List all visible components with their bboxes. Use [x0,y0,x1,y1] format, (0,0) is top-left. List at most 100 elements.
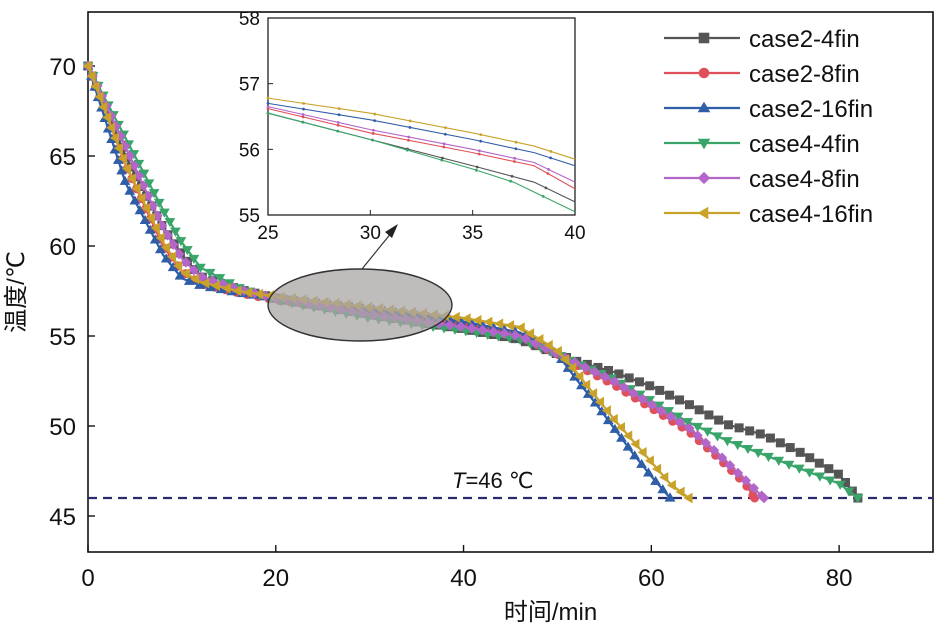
data-point [740,475,752,486]
inset-series-case2-8fin [266,107,576,190]
data-point [704,410,714,420]
data-point [614,369,624,379]
data-point [755,429,765,439]
legend-marker [697,101,711,113]
data-point [702,427,713,437]
data-point [161,242,171,253]
inset-data-point [408,119,412,123]
reference-line-value: =46 ℃ [465,468,533,493]
inset-data-point [443,132,447,136]
data-point [716,452,728,463]
legend-label: case4-4fin [749,131,860,158]
data-point [154,244,166,254]
data-point [121,163,132,175]
data-point [86,70,96,82]
inset-data-point [477,152,481,156]
data-point [624,373,634,383]
inset-data-point [509,179,512,183]
inset-data-point [301,120,305,124]
data-point [734,423,744,433]
data-point [824,476,836,486]
data-point [765,433,775,443]
data-point [724,420,734,430]
data-point [675,486,685,498]
data-point [601,405,611,416]
inset-y-tick-label: 55 [239,206,260,227]
x-tick-label: 80 [826,565,853,592]
legend-item-case4-8fin: case4-8fin [664,166,860,193]
data-point [814,472,826,482]
data-point [159,208,170,218]
data-point [644,455,654,467]
data-point [675,395,685,405]
data-point [745,426,755,436]
inset-data-point [478,149,481,153]
data-point [126,173,136,184]
data-point [117,153,127,164]
data-point [534,334,544,345]
data-point [175,237,187,247]
data-point [692,422,703,433]
data-point [665,411,676,422]
data-point [581,379,591,391]
legend-item-case4-16fin: case4-16fin [664,201,873,228]
data-point [525,328,535,339]
inset-data-point [337,113,341,117]
data-point [450,311,460,323]
y-tick-label: 70 [49,54,76,81]
inset-series-case4-4fin [266,111,576,213]
data-point [622,441,634,451]
legend-label: case4-16fin [749,201,873,228]
data-point [174,270,186,280]
data-point [180,257,192,268]
data-point [243,287,253,298]
legend-marker [698,32,710,44]
data-point [214,274,226,284]
data-point [173,260,183,272]
data-point [82,60,92,72]
data-point [634,377,644,387]
data-point [659,471,669,483]
data-point [129,160,140,172]
legend-label: case4-8fin [749,166,860,193]
data-point [722,437,733,447]
inset-data-point [336,123,340,127]
inset-series-line [267,97,576,160]
data-point [560,354,570,365]
inset-x-tick-label: 25 [257,223,278,244]
data-point [105,122,116,134]
legend-marker [697,171,711,185]
data-point [609,376,620,387]
zoom-region-highlight [267,268,453,342]
data-point [623,430,633,442]
data-point [153,198,165,208]
data-point [116,165,127,175]
data-point [714,415,724,425]
legend-marker [697,138,711,150]
inset-data-point [407,138,410,142]
inset-data-point [442,142,446,146]
data-point [732,441,744,451]
data-point [195,263,206,273]
data-point [628,387,639,399]
inset-plot: 25 30 35 40 55 56 57 58 [239,9,586,270]
data-point [672,412,684,422]
data-point [665,390,675,400]
data-point [98,101,108,113]
inset-series-case4-16fin [266,96,576,160]
inset-data-point [301,113,305,116]
data-point [113,142,123,154]
x-tick-label: 0 [81,565,94,592]
data-point [180,268,190,279]
data-point [793,464,805,474]
data-point [824,464,834,474]
y-axis-label: 温度/℃ [3,251,30,333]
y-tick-label: 50 [49,414,76,441]
inset-y-tick-label: 58 [239,9,260,30]
data-point [119,175,131,185]
y-tick-label: 65 [49,144,76,171]
data-point [692,430,703,441]
data-point [505,320,515,331]
main-plot: 0 20 40 60 80 45 50 55 60 65 70 时间/min 温度/℃ T=46 ℃ [3,11,934,626]
inset-data-point [371,132,375,135]
